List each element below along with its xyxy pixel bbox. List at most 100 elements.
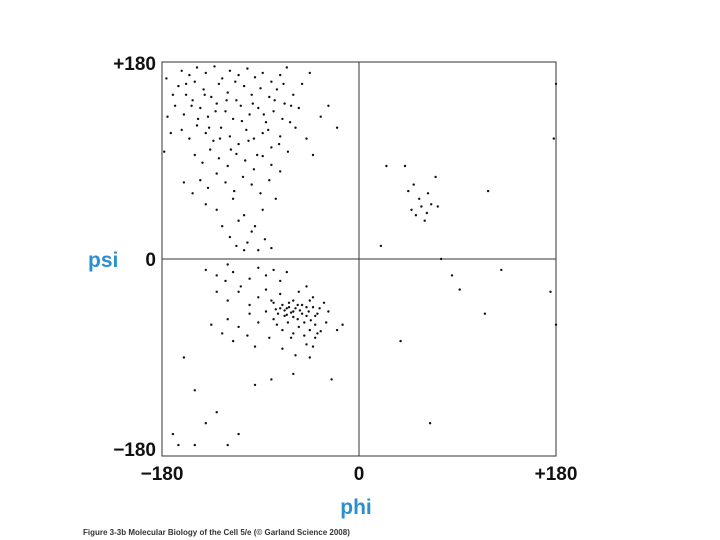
data-point <box>275 88 279 91</box>
data-point <box>483 312 487 315</box>
data-point <box>204 71 207 75</box>
data-point <box>318 307 321 310</box>
data-point <box>286 150 290 153</box>
data-point <box>215 274 218 277</box>
data-point <box>272 318 275 321</box>
data-point <box>407 189 410 193</box>
data-point <box>300 312 304 315</box>
data-point <box>166 115 169 118</box>
data-point <box>252 168 256 171</box>
data-point <box>240 119 244 123</box>
data-point <box>270 146 273 149</box>
data-point <box>316 312 319 315</box>
data-point <box>215 102 218 105</box>
data-point <box>252 137 256 140</box>
data-point <box>206 186 210 190</box>
data-point <box>305 306 308 309</box>
data-point <box>182 113 186 116</box>
data-point <box>264 121 268 124</box>
data-point <box>206 115 210 118</box>
data-point <box>228 135 232 138</box>
data-point <box>231 117 235 121</box>
data-point <box>261 208 264 211</box>
data-point <box>215 172 218 175</box>
data-point <box>264 310 268 313</box>
data-point <box>231 339 235 343</box>
data-point <box>248 277 251 280</box>
data-point <box>201 161 204 164</box>
data-point <box>237 142 240 146</box>
data-point <box>225 99 228 102</box>
data-point <box>234 80 237 83</box>
data-point <box>215 208 218 211</box>
data-point <box>309 319 312 322</box>
data-point <box>193 443 196 447</box>
data-point <box>248 303 251 307</box>
data-point <box>202 88 205 91</box>
data-point <box>193 153 196 157</box>
data-point <box>270 246 273 250</box>
data-point <box>221 77 224 80</box>
data-point <box>272 268 275 272</box>
data-point <box>193 80 196 83</box>
data-point <box>385 164 388 168</box>
data-point <box>430 203 433 206</box>
data-point <box>263 238 267 241</box>
data-point <box>341 323 344 326</box>
y-tick-label-bottom: −180 <box>113 440 156 461</box>
data-point <box>219 126 223 129</box>
data-point <box>288 121 292 124</box>
data-point <box>412 183 415 186</box>
data-point <box>316 332 319 335</box>
data-point <box>307 310 310 313</box>
data-point <box>335 328 339 332</box>
data-point <box>283 309 286 312</box>
data-point <box>279 135 282 138</box>
data-point <box>242 214 246 217</box>
data-point <box>218 137 222 140</box>
data-point <box>410 208 413 211</box>
data-point <box>191 99 194 102</box>
data-point <box>235 99 238 102</box>
data-point <box>264 274 268 277</box>
data-point <box>272 110 275 113</box>
data-point <box>246 241 249 244</box>
data-point <box>173 104 177 108</box>
data-point <box>188 137 191 140</box>
data-point <box>214 110 217 113</box>
data-point <box>229 148 233 151</box>
data-point <box>268 336 271 339</box>
x-tick-label-right: +180 <box>535 464 578 485</box>
data-point <box>253 383 257 387</box>
data-point <box>204 131 207 135</box>
data-point <box>267 128 270 132</box>
data-point <box>261 71 264 75</box>
data-point <box>264 288 268 291</box>
data-point <box>224 110 227 113</box>
data-point <box>379 244 383 248</box>
data-point <box>285 307 288 310</box>
data-point <box>281 117 284 121</box>
data-point <box>279 73 282 77</box>
data-point <box>204 203 207 206</box>
data-point <box>298 309 302 312</box>
data-point <box>195 124 199 127</box>
data-point <box>322 301 326 304</box>
data-point <box>439 257 443 261</box>
data-point <box>248 113 251 116</box>
data-point <box>184 82 188 86</box>
data-point <box>182 181 186 184</box>
data-point <box>244 159 247 162</box>
data-point <box>226 299 229 302</box>
data-point <box>327 104 330 108</box>
data-point <box>257 296 260 299</box>
data-point <box>500 268 503 272</box>
data-point <box>289 311 293 314</box>
data-point <box>281 303 284 307</box>
data-point <box>294 354 297 357</box>
data-point <box>262 113 265 116</box>
data-point <box>292 332 295 335</box>
data-point <box>283 102 286 105</box>
data-point <box>226 164 229 168</box>
data-point <box>237 432 240 436</box>
